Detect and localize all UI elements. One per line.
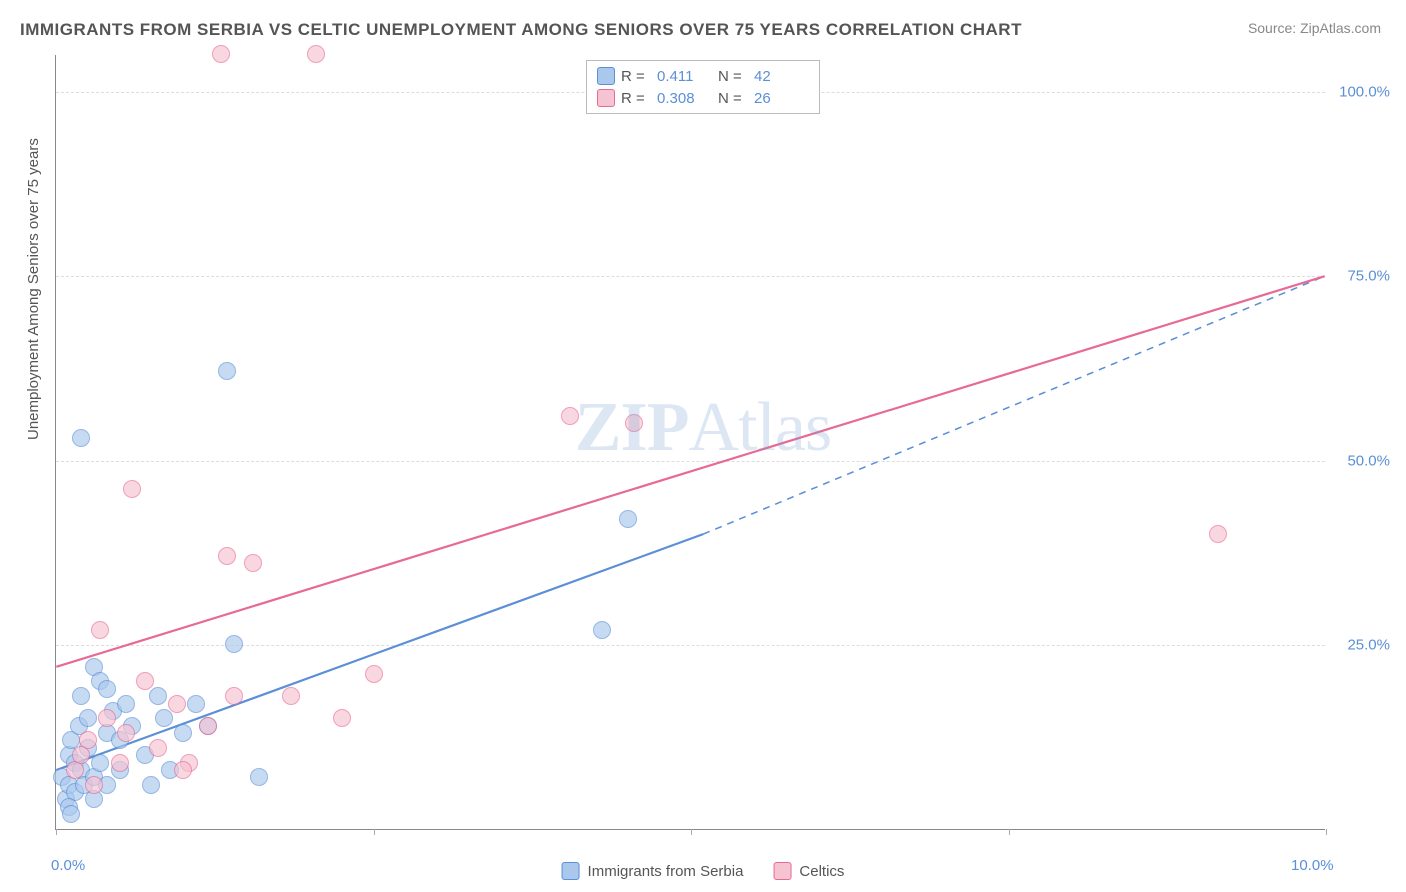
trend-line-dashed	[703, 276, 1324, 534]
data-point	[561, 407, 579, 425]
data-point	[91, 621, 109, 639]
trend-line-solid	[56, 276, 1324, 667]
data-point	[136, 672, 154, 690]
data-point	[111, 754, 129, 772]
data-point	[333, 709, 351, 727]
data-point	[174, 724, 192, 742]
r-label: R =	[621, 90, 651, 107]
legend-row: R = 0.411 N = 42	[597, 65, 809, 87]
legend-swatch	[597, 67, 615, 85]
data-point	[307, 45, 325, 63]
legend-swatch	[773, 862, 791, 880]
legend-label: Immigrants from Serbia	[588, 863, 744, 880]
r-value: 0.308	[657, 90, 712, 107]
data-point	[244, 554, 262, 572]
legend-swatch	[597, 89, 615, 107]
x-tick	[1326, 829, 1327, 835]
data-point	[168, 695, 186, 713]
trend-lines	[56, 55, 1325, 829]
gridline	[56, 645, 1325, 646]
data-point	[91, 754, 109, 772]
legend-item: Celtics	[773, 862, 844, 880]
r-label: R =	[621, 68, 651, 85]
legend-label: Celtics	[799, 863, 844, 880]
data-point	[85, 776, 103, 794]
x-tick-label: 0.0%	[51, 857, 85, 874]
data-point	[174, 761, 192, 779]
correlation-legend: R = 0.411 N = 42 R = 0.308 N = 26	[586, 60, 820, 114]
data-point	[72, 429, 90, 447]
data-point	[187, 695, 205, 713]
data-point	[625, 414, 643, 432]
x-tick-label: 10.0%	[1291, 857, 1334, 874]
data-point	[218, 547, 236, 565]
data-point	[142, 776, 160, 794]
x-tick	[374, 829, 375, 835]
x-tick	[691, 829, 692, 835]
x-tick	[56, 829, 57, 835]
trend-line-solid	[56, 534, 703, 770]
data-point	[218, 362, 236, 380]
legend-row: R = 0.308 N = 26	[597, 87, 809, 109]
data-point	[98, 680, 116, 698]
data-point	[225, 635, 243, 653]
data-point	[72, 687, 90, 705]
data-point	[212, 45, 230, 63]
data-point	[282, 687, 300, 705]
data-point	[365, 665, 383, 683]
data-point	[149, 739, 167, 757]
y-tick-label: 25.0%	[1347, 637, 1390, 654]
n-label: N =	[718, 68, 748, 85]
n-value: 26	[754, 90, 809, 107]
legend-item: Immigrants from Serbia	[562, 862, 744, 880]
data-point	[98, 709, 116, 727]
data-point	[199, 717, 217, 735]
chart-title: IMMIGRANTS FROM SERBIA VS CELTIC UNEMPLO…	[20, 20, 1022, 40]
n-value: 42	[754, 68, 809, 85]
data-point	[62, 805, 80, 823]
data-point	[225, 687, 243, 705]
y-tick-label: 75.0%	[1347, 268, 1390, 285]
data-point	[117, 724, 135, 742]
source-label: Source: ZipAtlas.com	[1248, 20, 1381, 36]
y-tick-label: 50.0%	[1347, 452, 1390, 469]
n-label: N =	[718, 90, 748, 107]
legend-swatch	[562, 862, 580, 880]
data-point	[250, 768, 268, 786]
data-point	[117, 695, 135, 713]
r-value: 0.411	[657, 68, 712, 85]
gridline	[56, 276, 1325, 277]
x-tick	[1009, 829, 1010, 835]
y-tick-label: 100.0%	[1339, 83, 1390, 100]
plot-area: 25.0%50.0%75.0%100.0%0.0%10.0%	[55, 55, 1325, 830]
data-point	[593, 621, 611, 639]
data-point	[619, 510, 637, 528]
data-point	[123, 480, 141, 498]
data-point	[79, 709, 97, 727]
data-point	[72, 746, 90, 764]
gridline	[56, 461, 1325, 462]
data-point	[155, 709, 173, 727]
series-legend: Immigrants from Serbia Celtics	[562, 862, 845, 880]
data-point	[149, 687, 167, 705]
y-axis-label: Unemployment Among Seniors over 75 years	[25, 138, 42, 440]
data-point	[1209, 525, 1227, 543]
